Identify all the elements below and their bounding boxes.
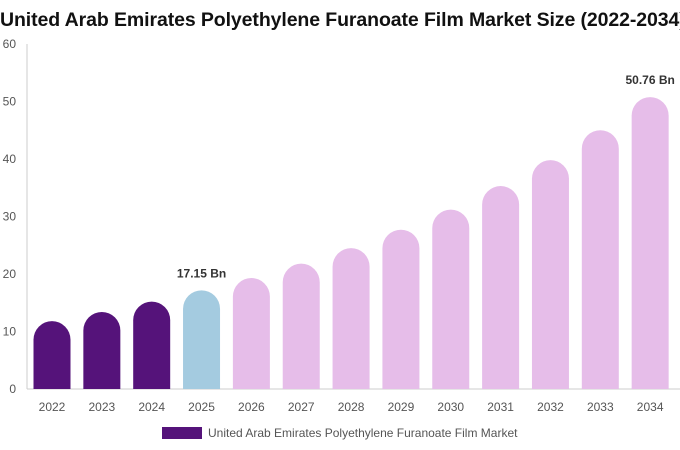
y-tick-label: 10: [3, 325, 17, 339]
x-tick-label: 2031: [487, 400, 514, 414]
x-tick-label: 2029: [388, 400, 415, 414]
data-labels-group: 17.15 Bn 50.76 Bn: [177, 73, 675, 280]
y-tick-label: 20: [3, 267, 17, 281]
y-tick-label: 60: [3, 37, 17, 51]
data-label-2025: 17.15 Bn: [177, 266, 226, 280]
legend[interactable]: United Arab Emirates Polyethylene Furano…: [162, 426, 517, 440]
bar-2029: [382, 229, 420, 389]
bars-group: [33, 97, 669, 389]
x-tick-label: 2026: [238, 400, 265, 414]
bar-2028: [332, 248, 370, 389]
bar-2031: [482, 186, 520, 389]
chart-title: United Arab Emirates Polyethylene Furano…: [0, 9, 680, 31]
x-tick-label: 2022: [39, 400, 66, 414]
y-tick-label: 40: [3, 152, 17, 166]
x-tick-label: 2023: [88, 400, 115, 414]
x-tick-label: 2027: [288, 400, 315, 414]
x-tick-label: 2025: [188, 400, 215, 414]
bar-2030: [432, 209, 470, 389]
data-label-2034: 50.76 Bn: [625, 73, 674, 87]
x-tick-label: 2033: [587, 400, 614, 414]
y-tick-label: 50: [3, 95, 17, 109]
x-tick-label: 2030: [437, 400, 464, 414]
y-axis: 0 10 20 30 40 50 60: [3, 37, 28, 396]
bar-2034: [631, 97, 669, 389]
bar-2027: [282, 263, 320, 389]
bar-2033: [581, 130, 619, 389]
bar-2023: [83, 311, 121, 389]
bar-2025: [183, 290, 221, 389]
x-tick-label: 2034: [637, 400, 664, 414]
legend-label: United Arab Emirates Polyethylene Furano…: [208, 426, 518, 440]
bar-2026: [232, 278, 270, 389]
x-axis: 2022 2023 2024 2025 2026 2027 2028 2029 2030 2031…: [27, 388, 680, 414]
y-tick-label: 0: [9, 382, 16, 396]
legend-swatch: [162, 427, 202, 439]
bar-2024: [133, 301, 171, 389]
x-tick-label: 2024: [138, 400, 165, 414]
x-tick-label: 2028: [338, 400, 365, 414]
x-tick-label: 2032: [537, 400, 564, 414]
bar-2032: [531, 160, 569, 389]
y-tick-label: 30: [3, 210, 17, 224]
bar-2022: [33, 321, 71, 389]
